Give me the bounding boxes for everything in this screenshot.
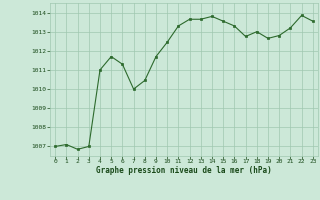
X-axis label: Graphe pression niveau de la mer (hPa): Graphe pression niveau de la mer (hPa) — [96, 166, 272, 175]
